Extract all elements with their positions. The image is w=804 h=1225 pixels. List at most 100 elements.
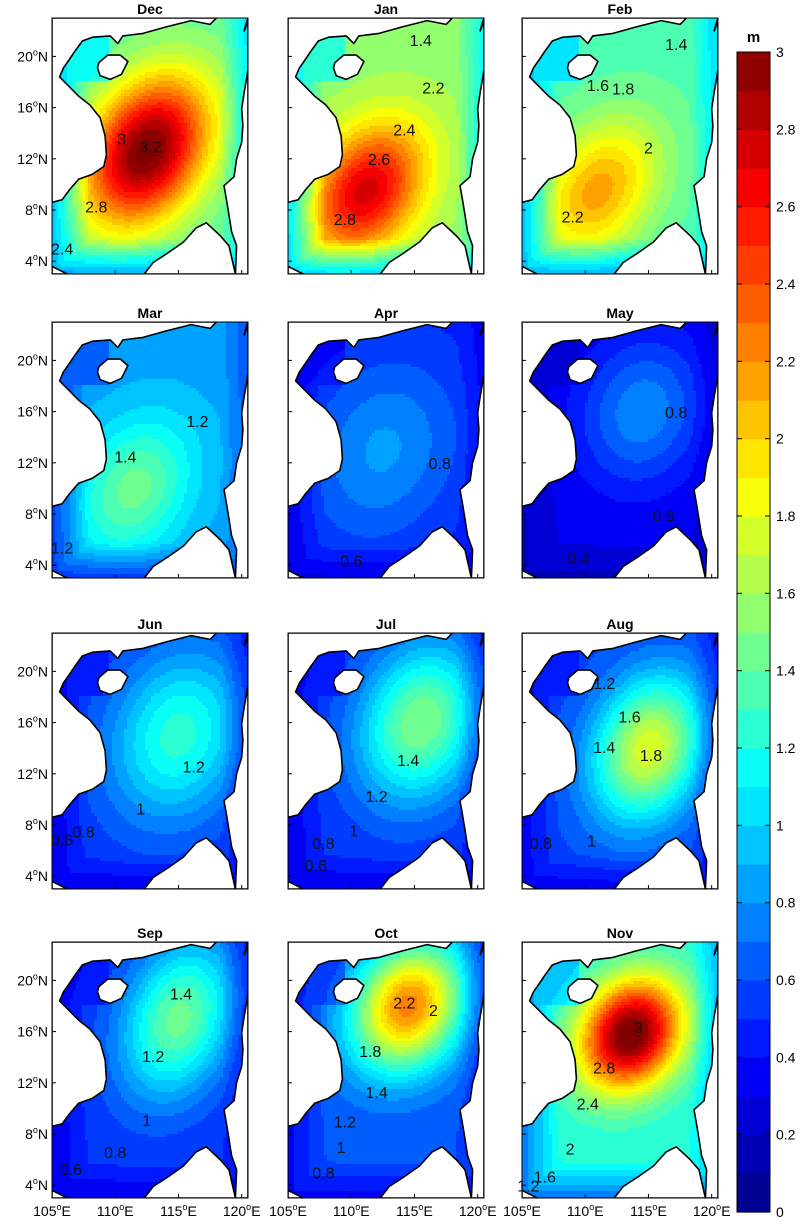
colorbar-step — [737, 400, 770, 439]
colorbar-step — [737, 91, 770, 130]
lat-tick-label: 12oN — [17, 150, 48, 167]
contour-label: 1 — [337, 1140, 346, 1157]
colorbar-tick-label: 0.4 — [776, 1049, 796, 1065]
lat-tick-label: 20oN — [17, 47, 48, 64]
lon-tick-label: 105oE — [33, 1202, 71, 1219]
contour-label: 2.2 — [422, 80, 444, 97]
colorbar-step — [737, 671, 770, 710]
contour-label: 1.4 — [397, 753, 419, 770]
colorbar-tick-label: 0.8 — [776, 895, 796, 911]
contour-label: 1.4 — [365, 1085, 387, 1102]
contour-label: 0.6 — [51, 832, 73, 849]
colorbar-step — [737, 748, 770, 787]
colorbar-step — [737, 168, 770, 207]
lat-tick-label: 8oN — [25, 1125, 48, 1142]
contour-label: 1 — [349, 823, 358, 840]
colorbar-step — [737, 555, 770, 594]
lat-tick-label: 20oN — [17, 662, 48, 679]
contour-label: 2.8 — [334, 212, 356, 229]
contour-label: 1.2 — [334, 1114, 356, 1131]
contour-label: 0.6 — [305, 858, 327, 875]
panel-title: May — [606, 305, 633, 321]
contour-label: 0.8 — [312, 1166, 334, 1183]
colorbar-step — [737, 825, 770, 864]
colorbar-tick-label: 2.8 — [776, 121, 796, 137]
colorbar-step — [737, 323, 770, 362]
colorbar-step — [737, 864, 770, 903]
colorbar-step — [737, 1019, 770, 1058]
contour-label: 1.4 — [665, 37, 687, 54]
colorbar-step — [737, 1135, 770, 1174]
colorbar-tick-label: 1.4 — [776, 663, 796, 679]
lon-tick-label: 115oE — [160, 1202, 197, 1219]
contour-label: 2 — [429, 1003, 438, 1020]
contour-label: 2.4 — [577, 1097, 599, 1114]
contour-label: 3 — [117, 132, 126, 149]
lat-tick-label: 20oN — [17, 971, 48, 988]
contour-label: 1.8 — [359, 1044, 381, 1061]
contour-label: 0.8 — [72, 825, 94, 842]
lon-tick-label: 110oE — [333, 1202, 370, 1219]
contour-label: 2.4 — [51, 242, 73, 259]
contour-label: 0.8 — [429, 456, 451, 473]
contour-label: 2 — [566, 1141, 575, 1158]
contour-label: 2.4 — [393, 123, 415, 140]
lon-tick-label: 120oE — [223, 1202, 261, 1219]
contour-label: 0.4 — [568, 551, 590, 568]
contour-label: 0.8 — [104, 1145, 126, 1162]
panel-title: Jan — [374, 1, 398, 17]
lon-tick-label: 115oE — [630, 1202, 667, 1219]
contour-label: 1.4 — [410, 33, 432, 50]
contour-label: 0.6 — [653, 509, 675, 526]
colorbar-step — [737, 632, 770, 671]
colorbar-tick-label: 1.8 — [776, 508, 796, 524]
colorbar-step — [737, 1096, 770, 1135]
contour-label: 0.6 — [60, 1162, 82, 1179]
colorbar-step — [737, 207, 770, 246]
lat-tick-label: 12oN — [17, 765, 48, 782]
lat-tick-label: 8oN — [25, 505, 48, 522]
contour-label: 1.4 — [170, 986, 192, 1003]
panel-title: Dec — [137, 1, 163, 17]
contour-label: 1.8 — [640, 748, 662, 765]
lat-tick-label: 4oN — [25, 867, 48, 884]
contour-label: 1 — [142, 1113, 151, 1130]
contour-label: 0.8 — [530, 836, 552, 853]
lon-tick-label: 105oE — [503, 1202, 541, 1219]
colorbar-step — [737, 903, 770, 942]
contour-label: 1 — [136, 802, 145, 819]
colorbar-step — [737, 477, 770, 516]
lon-tick-label: 120oE — [693, 1202, 731, 1219]
colorbar-step — [737, 980, 770, 1019]
lat-tick-label: 16oN — [17, 403, 48, 420]
lon-tick-label: 115oE — [396, 1202, 433, 1219]
colorbar-tick-label: 1.6 — [776, 585, 796, 601]
colorbar-step — [737, 709, 770, 748]
contour-label: 1.4 — [593, 740, 615, 757]
colorbar-step — [737, 941, 770, 980]
contour-label: 1.2 — [517, 1178, 539, 1195]
panel-title: Aug — [606, 616, 633, 632]
lon-tick-label: 110oE — [97, 1202, 134, 1219]
lon-tick-label: 110oE — [567, 1202, 604, 1219]
contour-label: 1.2 — [142, 1049, 164, 1066]
colorbar-tick-label: 0 — [776, 1204, 784, 1220]
colorbar-tick-label: 2 — [776, 431, 784, 447]
lon-tick-label: 120oE — [459, 1202, 497, 1219]
contour-label: 2 — [644, 141, 653, 158]
colorbar-step — [737, 787, 770, 826]
contour-label: 1.2 — [186, 414, 208, 431]
colorbar-step — [737, 439, 770, 478]
panel-title: Apr — [374, 305, 399, 321]
